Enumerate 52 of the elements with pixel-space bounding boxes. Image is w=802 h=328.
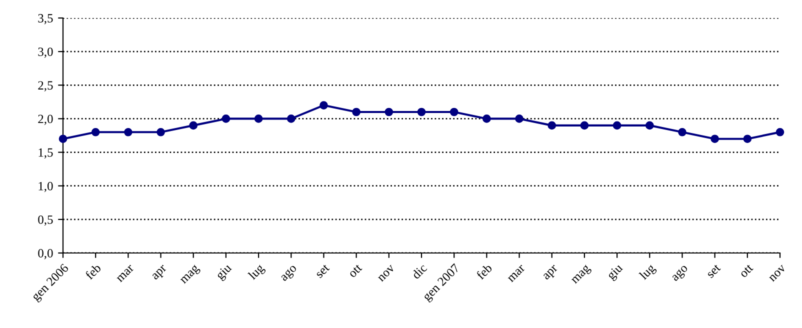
- point: [515, 114, 524, 123]
- x-tick-label: giu: [215, 263, 234, 282]
- x-tick-label: lug: [638, 262, 658, 282]
- x-tick-label: nov: [378, 264, 396, 282]
- point: [254, 114, 263, 123]
- point: [286, 114, 296, 123]
- x-tick-label: apr: [542, 264, 560, 282]
- y-tick-label: 3,0: [38, 48, 53, 58]
- y-tick-label: 1,0: [38, 182, 53, 192]
- x-tick-label: set: [315, 264, 330, 278]
- point: [580, 121, 589, 130]
- point: [678, 128, 686, 136]
- x-tick-label: ott: [740, 264, 754, 278]
- point: [124, 128, 132, 136]
- point: [384, 108, 394, 116]
- x-tick-label: mar: [116, 264, 134, 282]
- point: [710, 134, 719, 144]
- x-tick-label: dic: [411, 262, 428, 280]
- point: [320, 101, 328, 110]
- point: [743, 134, 752, 144]
- x-tick-label: lug: [247, 262, 266, 282]
- x-tick-label: mag: [180, 264, 202, 286]
- x-tick-label: ago: [671, 264, 690, 284]
- x-tick-label: nov: [768, 264, 786, 282]
- y-tick-label: 3,5: [38, 14, 53, 24]
- point: [156, 128, 165, 136]
- point: [222, 114, 230, 123]
- y-tick-label: 2,5: [38, 81, 53, 92]
- point: [189, 121, 198, 130]
- x-tick-label: mag: [570, 264, 592, 286]
- x-tick-label: ott: [348, 264, 362, 278]
- y-tick-label: 0,5: [38, 215, 53, 226]
- point: [482, 114, 491, 123]
- point: [352, 108, 360, 116]
- x-tick-label: feb: [84, 262, 102, 280]
- y-tick-label: 0,0: [38, 249, 53, 260]
- x-tick-label: apr: [152, 264, 169, 282]
- point: [417, 108, 426, 116]
- y-tick-label: 2,0: [38, 114, 53, 125]
- point: [612, 121, 622, 130]
- point: [450, 108, 458, 116]
- x-tick-label: mar: [508, 264, 526, 282]
- point: [645, 121, 654, 130]
- point: [91, 128, 100, 136]
- point: [58, 134, 68, 144]
- x-tick-label: ago: [280, 264, 299, 284]
- point: [548, 121, 556, 130]
- x-tick-label: feb: [476, 262, 493, 280]
- x-tick-label: set: [706, 264, 721, 278]
- x-tick-label: giu: [606, 263, 625, 282]
- point: [776, 128, 784, 136]
- y-tick-label: 1,5: [38, 148, 53, 159]
